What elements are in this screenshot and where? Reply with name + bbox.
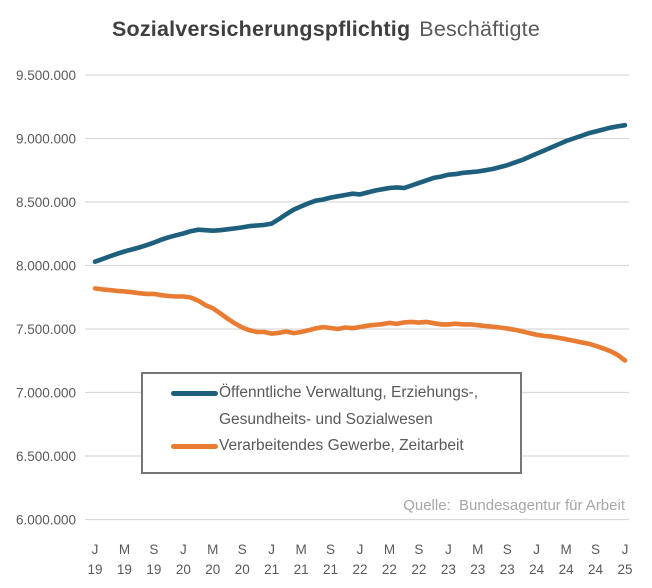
source-credit: Quelle: Bundesagentur für Arbeit (403, 497, 625, 514)
y-axis-tick-label: 7.000.000 (16, 386, 76, 401)
x-axis-month-label: S (326, 542, 335, 557)
x-axis-year-label: 22 (411, 562, 426, 577)
x-axis-year-label: 19 (87, 562, 102, 577)
x-axis-month-label: J (357, 542, 364, 557)
x-axis-month-label: J (92, 542, 99, 557)
x-axis-year-label: 22 (352, 562, 367, 577)
x-axis-month-label: M (560, 542, 571, 557)
x-axis-year-label: 23 (500, 562, 515, 577)
x-axis-month-label: J (445, 542, 452, 557)
x-axis-month-label: M (295, 542, 306, 557)
x-axis-year-label: 19 (146, 562, 161, 577)
x-axis-month-label: S (591, 542, 600, 557)
x-axis-year-label: 21 (264, 562, 279, 577)
chart-title: Sozialversicherungspflichtig Beschäftigte (0, 17, 652, 42)
legend-entry-public-sector: Öffenntliche Verwaltung, Erziehungs-, (143, 380, 520, 407)
x-axis-month-label: S (414, 542, 423, 557)
x-axis-month-label: M (119, 542, 130, 557)
legend-entry-manufacturing: Verarbeitendes Gewerbe, Zeitarbeit (143, 433, 520, 460)
x-axis-month-label: J (180, 542, 187, 557)
x-axis-month-label: J (268, 542, 275, 557)
legend-line-sample-public-sector-icon (171, 390, 218, 396)
x-axis-month-label: S (503, 542, 512, 557)
x-axis-year-label: 20 (235, 562, 250, 577)
y-axis-tick-label: 9.500.000 (16, 68, 76, 83)
x-axis-year-label: 20 (176, 562, 191, 577)
y-axis-tick-label: 9.000.000 (16, 132, 76, 147)
y-axis-tick-label: 8.500.000 (16, 195, 76, 210)
legend-label-manufacturing: Verarbeitendes Gewerbe, Zeitarbeit (219, 437, 464, 455)
x-axis-year-label: 21 (323, 562, 338, 577)
y-axis-tick-label: 7.500.000 (16, 322, 76, 337)
x-axis-month-label: S (149, 542, 158, 557)
x-axis-year-label: 24 (559, 562, 575, 577)
chart-title-sub: Beschäftigte (419, 17, 541, 41)
x-axis-year-label: 20 (205, 562, 220, 577)
x-axis-year-label: 23 (470, 562, 485, 577)
series-line-1 (92, 286, 628, 363)
x-axis-year-label: 19 (117, 562, 132, 577)
x-axis-month-label: S (238, 542, 247, 557)
legend-label-public-sector-line1: Öffenntliche Verwaltung, Erziehungs-, (219, 384, 479, 402)
legend-box: Öffenntliche Verwaltung, Erziehungs-, Ge… (141, 372, 522, 474)
x-axis-month-label: M (384, 542, 395, 557)
legend-label-public-sector-line2: Gesundheits- und Sozialwesen (219, 410, 433, 428)
y-axis-tick-label: 8.000.000 (16, 259, 76, 274)
x-axis-year-label: 25 (617, 562, 632, 577)
x-axis-year-label: 24 (529, 562, 545, 577)
chart-title-main: Sozialversicherungspflichtig (111, 17, 411, 41)
x-axis-month-label: J (622, 542, 629, 557)
x-axis-month-label: M (207, 542, 218, 557)
legend-line-sample-manufacturing-icon (171, 443, 218, 449)
x-axis-year-label: 23 (441, 562, 456, 577)
legend-entry-public-sector-line2: Gesundheits- und Sozialwesen (143, 407, 520, 434)
x-axis-year-label: 24 (588, 562, 604, 577)
x-axis-month-label: J (533, 542, 540, 557)
y-axis-tick-label: 6.000.000 (16, 513, 76, 528)
series-line-0 (92, 122, 628, 264)
y-axis-tick-label: 6.500.000 (16, 449, 76, 464)
x-axis-month-label: M (472, 542, 483, 557)
x-axis-year-label: 22 (382, 562, 397, 577)
x-axis-year-label: 21 (294, 562, 309, 577)
